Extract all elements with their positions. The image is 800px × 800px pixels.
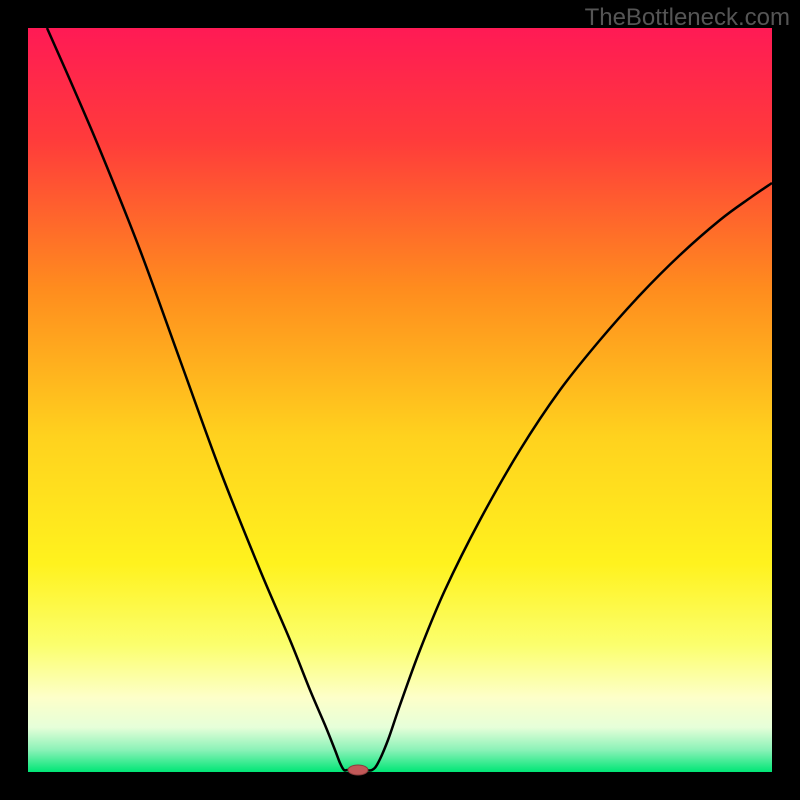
chart-container: TheBottleneck.com <box>0 0 800 800</box>
optimal-point-marker <box>348 765 368 775</box>
chart-plot-area <box>28 28 772 772</box>
watermark-text: TheBottleneck.com <box>585 4 790 32</box>
bottleneck-chart <box>0 0 800 800</box>
